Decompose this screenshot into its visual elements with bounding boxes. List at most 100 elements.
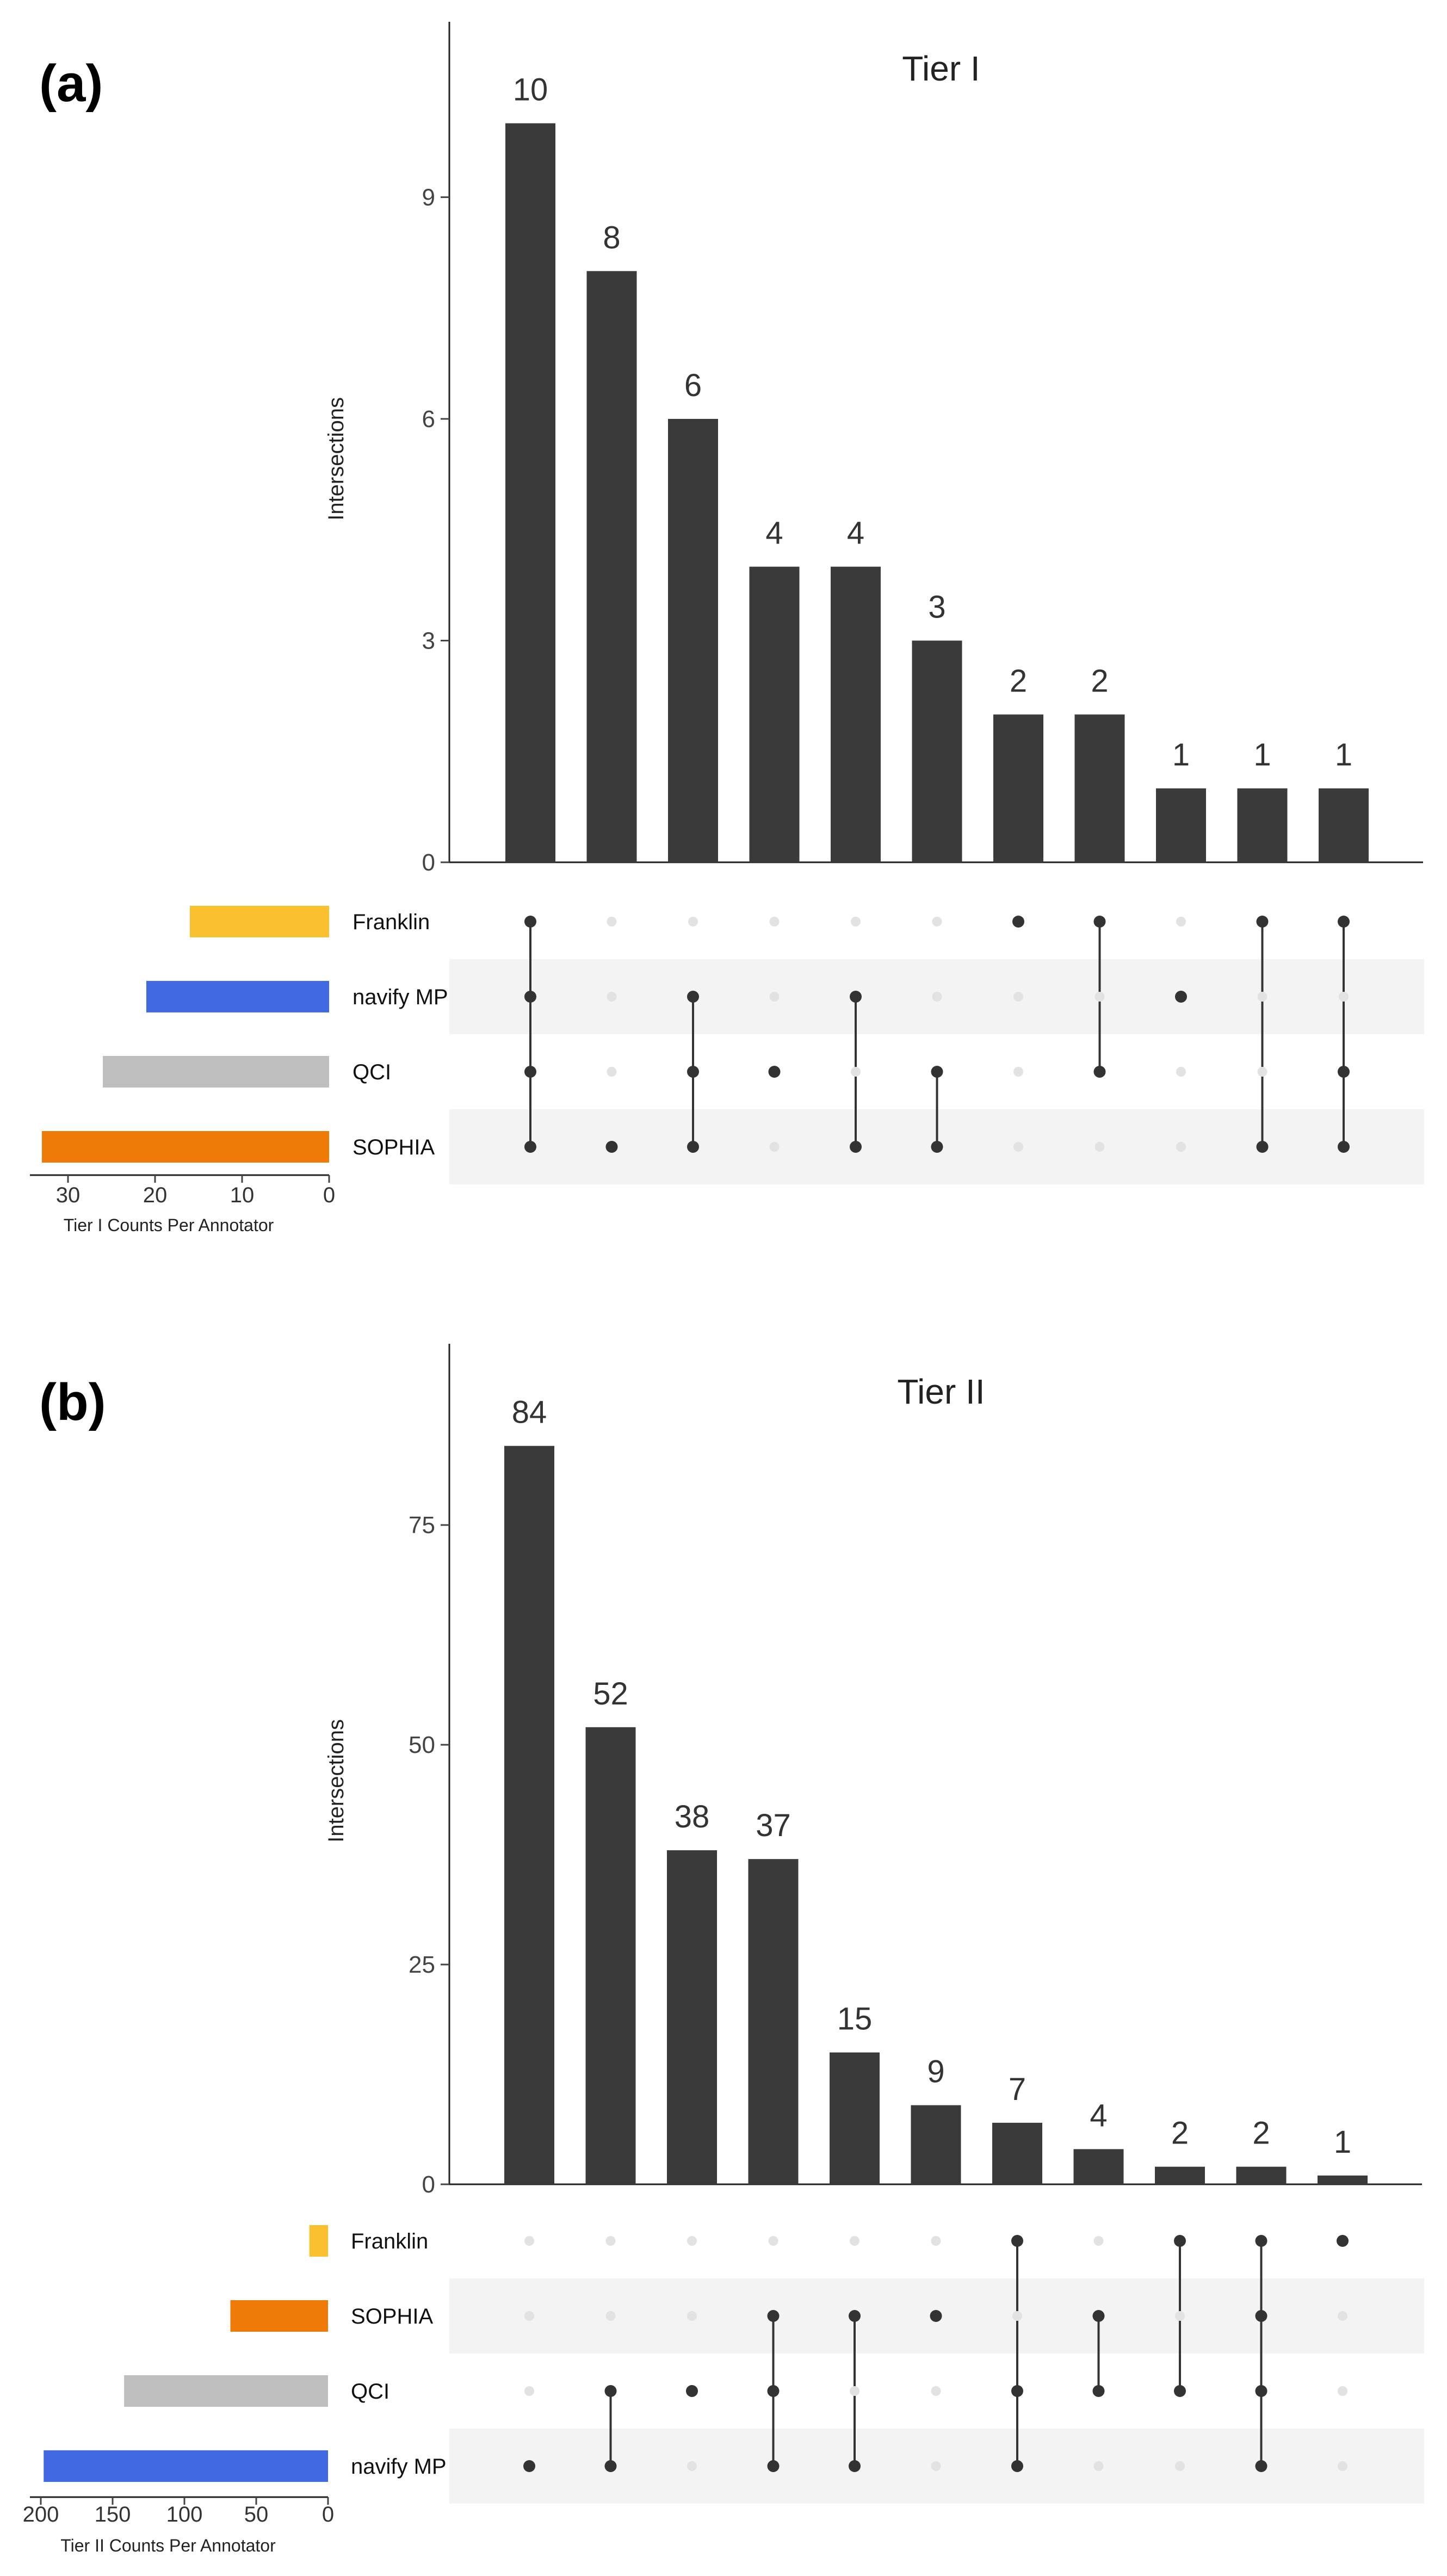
- bar-count-label: 1: [1253, 737, 1271, 773]
- matrix-dot-inactive: [1338, 2311, 1347, 2321]
- matrix-dot-inactive: [768, 2236, 778, 2246]
- matrix-dot-inactive: [605, 2236, 616, 2246]
- matrix-dot-active: [1174, 2235, 1186, 2247]
- matrix-dot-active: [1012, 916, 1024, 928]
- bar-count-label: 8: [603, 220, 620, 255]
- matrix-dot-inactive: [769, 1142, 780, 1152]
- matrix-dot-active: [1011, 2385, 1023, 2397]
- set-name-label: Franklin: [353, 910, 430, 934]
- matrix-dot-active: [768, 1066, 781, 1078]
- matrix-dot-active: [1093, 916, 1106, 928]
- bar-count-label: 4: [765, 516, 783, 551]
- set-size-axis-label: Tier I Counts Per Annotator: [64, 1215, 274, 1235]
- matrix-dot-inactive: [607, 992, 617, 1002]
- matrix-dot-inactive: [1175, 2461, 1185, 2471]
- matrix-dot-active: [767, 2310, 780, 2322]
- y-tick-label: 9: [422, 184, 435, 211]
- chart-title: Tier I: [902, 49, 980, 88]
- matrix-dot-inactive: [932, 992, 942, 1002]
- intersection-bar: [1155, 2166, 1205, 2184]
- matrix-dot-inactive: [850, 2386, 859, 2396]
- set-size-tick-label: 20: [143, 1183, 168, 1207]
- matrix-dot-active: [524, 1141, 536, 1153]
- matrix-dot-active: [1255, 2310, 1267, 2322]
- matrix-dot-inactive: [1176, 917, 1186, 926]
- matrix-dot-active: [931, 1141, 943, 1153]
- bar-count-label: 1: [1334, 2124, 1351, 2160]
- matrix-dot-inactive: [607, 1067, 617, 1077]
- bar-count-label: 15: [837, 2002, 873, 2037]
- matrix-dot-inactive: [1257, 992, 1267, 1002]
- bar-count-label: 3: [928, 589, 945, 625]
- matrix-dot-inactive: [851, 1067, 861, 1077]
- set-size-tick-label: 50: [244, 2503, 269, 2526]
- set-size-axis-label: Tier II Counts Per Annotator: [60, 2536, 276, 2555]
- set-name-label: QCI: [351, 2380, 389, 2404]
- matrix-dot-inactive: [524, 2386, 534, 2396]
- intersection-bar: [505, 123, 555, 863]
- matrix-dot-active: [850, 1141, 862, 1153]
- y-tick-label: 25: [409, 1951, 435, 1978]
- bar-count-label: 7: [1009, 2072, 1026, 2107]
- matrix-dot-inactive: [1176, 1067, 1186, 1077]
- set-size-bar: [103, 1056, 329, 1088]
- matrix-dot-inactive: [605, 2311, 616, 2321]
- set-name-label: SOPHIA: [351, 2305, 433, 2328]
- set-size-tick-label: 0: [322, 2503, 334, 2526]
- intersection-bar: [831, 566, 881, 862]
- intersection-bar: [668, 418, 718, 862]
- matrix-dot-inactive: [1013, 1142, 1023, 1152]
- y-tick-label: 3: [422, 627, 435, 654]
- matrix-dot-active: [687, 1066, 699, 1078]
- y-tick-label: 50: [409, 1732, 435, 1758]
- matrix-dot-inactive: [1338, 2386, 1347, 2396]
- matrix-dot-inactive: [1093, 2461, 1104, 2471]
- matrix-dot-active: [767, 2385, 780, 2397]
- matrix-dot-inactive: [1094, 992, 1105, 1002]
- matrix-dot-active: [1256, 1141, 1269, 1153]
- bar-count-label: 1: [1172, 737, 1190, 773]
- matrix-dot-inactive: [769, 992, 780, 1002]
- matrix-dot-inactive: [850, 2236, 859, 2246]
- matrix-dot-active: [849, 2310, 861, 2322]
- matrix-dot-active: [1011, 2235, 1023, 2247]
- intersection-bar: [504, 1445, 554, 2184]
- matrix-dot-inactive: [932, 917, 942, 926]
- set-name-label: SOPHIA: [353, 1135, 435, 1159]
- bar-count-label: 2: [1252, 2116, 1270, 2151]
- set-size-bar: [146, 981, 329, 1012]
- matrix-dot-inactive: [851, 917, 861, 926]
- bar-count-label: 2: [1171, 2116, 1189, 2151]
- intersection-bar: [586, 271, 637, 863]
- set-size-bar: [42, 1131, 329, 1163]
- intersection-bar: [1073, 2149, 1124, 2184]
- matrix-dot-active: [524, 991, 536, 1003]
- bar-count-label: 2: [1010, 663, 1027, 699]
- matrix-dot-active: [930, 2310, 942, 2322]
- intersection-bar: [1156, 788, 1206, 862]
- matrix-dot-active: [1175, 991, 1187, 1003]
- intersection-bar: [1074, 714, 1125, 862]
- matrix-dot-inactive: [931, 2386, 941, 2396]
- set-size-tick-label: 0: [323, 1183, 335, 1207]
- matrix-dot-active: [524, 1066, 536, 1078]
- intersection-bar: [749, 566, 800, 862]
- intersection-bar: [667, 1850, 717, 2184]
- set-size-bar: [124, 2375, 328, 2407]
- matrix-dot-inactive: [1012, 2311, 1022, 2321]
- set-size-tick-label: 30: [56, 1183, 81, 1207]
- bar-count-label: 4: [1090, 2098, 1107, 2133]
- bar-count-label: 9: [927, 2054, 944, 2090]
- set-name-label: Franklin: [351, 2229, 428, 2253]
- bar-count-label: 4: [847, 516, 864, 551]
- matrix-dot-inactive: [687, 2311, 697, 2321]
- set-name-label: navify MP: [353, 985, 448, 1009]
- matrix-dot-active: [1338, 1066, 1350, 1078]
- set-size-tick-label: 10: [230, 1183, 255, 1207]
- matrix-dot-active: [1174, 2385, 1186, 2397]
- bar-count-label: 38: [675, 1799, 710, 1834]
- matrix-dot-active: [767, 2460, 780, 2472]
- matrix-dot-active: [1255, 2235, 1267, 2247]
